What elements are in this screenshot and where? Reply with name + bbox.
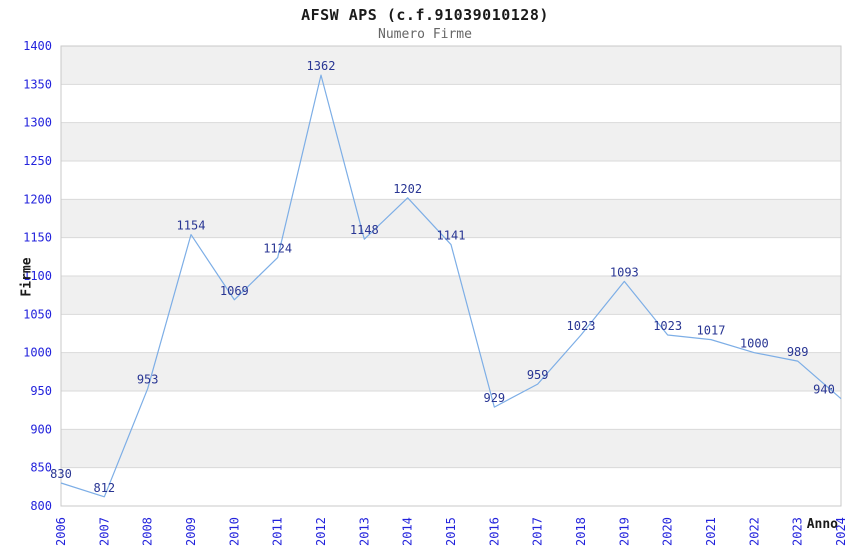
data-point-label: 812 — [93, 481, 115, 495]
x-tick-label: 2013 — [357, 517, 371, 546]
x-tick-label: 2021 — [704, 517, 718, 546]
x-axis-label: Anno — [806, 517, 838, 532]
y-tick-label: 1300 — [23, 116, 52, 130]
y-tick-label: 1200 — [23, 192, 52, 206]
data-point-label: 830 — [50, 467, 72, 481]
data-point-label: 1023 — [653, 319, 682, 333]
x-tick-label: 2016 — [487, 517, 501, 546]
x-tick-label: 2012 — [314, 517, 328, 546]
data-point-label: 1202 — [393, 182, 422, 196]
x-tick-label: 2023 — [791, 517, 805, 546]
x-tick-label: 2019 — [617, 517, 631, 546]
y-axis-label: Firme — [19, 257, 35, 297]
x-tick-label: 2017 — [531, 517, 545, 546]
y-tick-label: 1050 — [23, 307, 52, 321]
data-point-label: 1148 — [350, 223, 379, 237]
x-tick-label: 2022 — [747, 517, 761, 546]
data-point-label: 1124 — [263, 242, 292, 256]
y-tick-label: 1400 — [23, 39, 52, 53]
y-tick-label: 800 — [30, 499, 52, 513]
plot-band — [61, 276, 841, 315]
y-tick-label: 900 — [30, 422, 52, 436]
data-point-label: 1017 — [697, 324, 726, 338]
y-tick-label: 850 — [30, 461, 52, 475]
x-tick-label: 2011 — [271, 517, 285, 546]
data-point-label: 1069 — [220, 284, 249, 298]
plot-band — [61, 46, 841, 85]
data-point-label: 989 — [787, 345, 809, 359]
y-tick-label: 1100 — [23, 269, 52, 283]
x-tick-label: 2010 — [227, 517, 241, 546]
data-point-label: 1023 — [567, 319, 596, 333]
plot-band — [61, 429, 841, 468]
data-point-label: 1154 — [177, 219, 206, 233]
data-point-label: 1362 — [307, 59, 336, 73]
x-tick-label: 2007 — [97, 517, 111, 546]
x-tick-label: 2020 — [661, 517, 675, 546]
plot-border — [60, 45, 842, 507]
y-tick-label: 950 — [30, 384, 52, 398]
x-tick-label: 2006 — [54, 517, 68, 546]
plot-band — [61, 122, 841, 161]
data-point-label: 1000 — [740, 337, 769, 351]
x-tick-label: 2018 — [574, 517, 588, 546]
y-tick-label: 1350 — [23, 77, 52, 91]
data-point-label: 940 — [813, 383, 835, 397]
x-tick-label: 2014 — [401, 517, 415, 546]
y-tick-label: 1250 — [23, 154, 52, 168]
chart-subtitle: Numero Firme — [378, 27, 472, 42]
x-tick-label: 2024 — [834, 517, 848, 546]
x-tick-label: 2009 — [184, 517, 198, 546]
data-point-label: 953 — [137, 373, 159, 387]
x-tick-label: 2015 — [444, 517, 458, 546]
plot-band — [61, 352, 841, 391]
y-tick-label: 1000 — [23, 346, 52, 360]
data-point-label: 1141 — [437, 229, 466, 243]
chart-title: AFSW APS (c.f.91039010128) — [301, 6, 549, 24]
data-point-label: 959 — [527, 368, 549, 382]
series-line — [60, 74, 842, 498]
data-point-label: 1093 — [610, 265, 639, 279]
x-tick-label: 2008 — [141, 517, 155, 546]
y-tick-label: 1150 — [23, 231, 52, 245]
data-point-label: 929 — [483, 391, 505, 405]
plot-band — [61, 199, 841, 238]
